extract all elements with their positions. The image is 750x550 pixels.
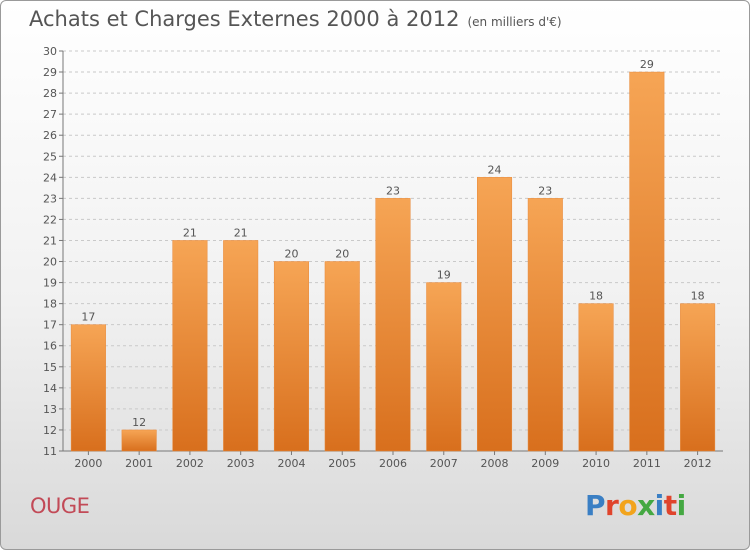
y-tick-label: 17 xyxy=(43,319,57,332)
bar-2012 xyxy=(680,303,716,452)
title-row: Achats et Charges Externes 2000 à 2012 (e… xyxy=(29,7,562,31)
bar-2005 xyxy=(324,261,360,452)
y-tick-label: 25 xyxy=(43,150,57,163)
data-label-2011: 29 xyxy=(640,58,654,71)
y-tick-label: 20 xyxy=(43,256,57,269)
x-tick-label-2011: 2011 xyxy=(633,457,661,470)
y-tick-label: 28 xyxy=(43,87,57,100)
y-tick-label: 26 xyxy=(43,129,57,142)
data-label-2008: 24 xyxy=(488,163,502,176)
data-label-2003: 21 xyxy=(234,226,248,239)
logo-letter: r xyxy=(605,489,619,522)
data-label-2004: 20 xyxy=(284,248,298,261)
logo-letter: o xyxy=(618,489,638,522)
y-tick-label: 14 xyxy=(43,382,57,395)
logo-letter: x xyxy=(637,489,655,522)
bar-2006 xyxy=(375,198,411,452)
x-tick-labels: 2000 2001 2002 2003 2004 2005 2006 2007 2008 2009… xyxy=(74,457,711,470)
x-tick-label-2002: 2002 xyxy=(176,457,204,470)
y-tick-label: 29 xyxy=(43,66,57,79)
x-tick-label-2004: 2004 xyxy=(277,457,305,470)
y-tick-labels: 11 12 13 14 15 16 17 18 19 20 21 22 23 24 25 26 27 28 29 30 xyxy=(43,45,57,458)
bar-2002 xyxy=(172,240,208,452)
data-label-2007: 19 xyxy=(437,269,451,282)
y-tick-label: 13 xyxy=(43,403,57,416)
bar-2001 xyxy=(121,429,157,452)
bar-2003 xyxy=(223,240,259,452)
data-label-2001: 12 xyxy=(132,416,146,429)
y-tick-label: 22 xyxy=(43,213,57,226)
bar-2008 xyxy=(477,177,513,452)
y-tick-label: 12 xyxy=(43,424,57,437)
bar-2011 xyxy=(629,71,665,452)
x-tick-label-2003: 2003 xyxy=(227,457,255,470)
proxiti-logo: Proxiti xyxy=(585,489,686,522)
y-tick-label: 18 xyxy=(43,298,57,311)
y-tick-label: 19 xyxy=(43,277,57,290)
data-label-2002: 21 xyxy=(183,226,197,239)
chart-subtitle: (en milliers d'€) xyxy=(467,15,562,29)
y-tick-label: 27 xyxy=(43,108,57,121)
y-tick-label: 11 xyxy=(43,445,57,458)
location-label: OUGE xyxy=(30,494,90,518)
y-tick-label: 23 xyxy=(43,192,57,205)
y-tick-label: 16 xyxy=(43,340,57,353)
bar-2009 xyxy=(527,198,563,452)
data-label-2000: 17 xyxy=(81,311,95,324)
logo-letter: i xyxy=(676,489,687,522)
x-tick-label-2012: 2012 xyxy=(684,457,712,470)
logo-letter: i xyxy=(654,489,665,522)
x-tick-label-2007: 2007 xyxy=(430,457,458,470)
y-tick-label: 15 xyxy=(43,361,57,374)
y-tick-label: 24 xyxy=(43,171,57,184)
bars xyxy=(70,71,716,452)
logo-letter: P xyxy=(585,489,606,522)
x-tick-label-2006: 2006 xyxy=(379,457,407,470)
logo-letter: t xyxy=(663,489,677,522)
x-tick-label-2010: 2010 xyxy=(582,457,610,470)
y-tick-label: 21 xyxy=(43,234,57,247)
bar-2007 xyxy=(426,282,462,452)
data-labels: 17 12 21 21 20 20 23 19 24 23 18 29 18 xyxy=(81,58,704,429)
x-tick-label-2001: 2001 xyxy=(125,457,153,470)
data-label-2009: 23 xyxy=(538,184,552,197)
data-label-2005: 20 xyxy=(335,248,349,261)
data-label-2012: 18 xyxy=(691,290,705,303)
data-label-2010: 18 xyxy=(589,290,603,303)
y-tick-label: 30 xyxy=(43,45,57,58)
x-tick-label-2000: 2000 xyxy=(74,457,102,470)
data-label-2006: 23 xyxy=(386,184,400,197)
x-tick-label-2008: 2008 xyxy=(481,457,509,470)
bar-2000 xyxy=(70,324,106,452)
x-tick-label-2009: 2009 xyxy=(531,457,559,470)
bar-2010 xyxy=(578,303,614,452)
x-tick-label-2005: 2005 xyxy=(328,457,356,470)
bar-2004 xyxy=(273,261,309,452)
chart-title: Achats et Charges Externes 2000 à 2012 xyxy=(29,7,460,31)
